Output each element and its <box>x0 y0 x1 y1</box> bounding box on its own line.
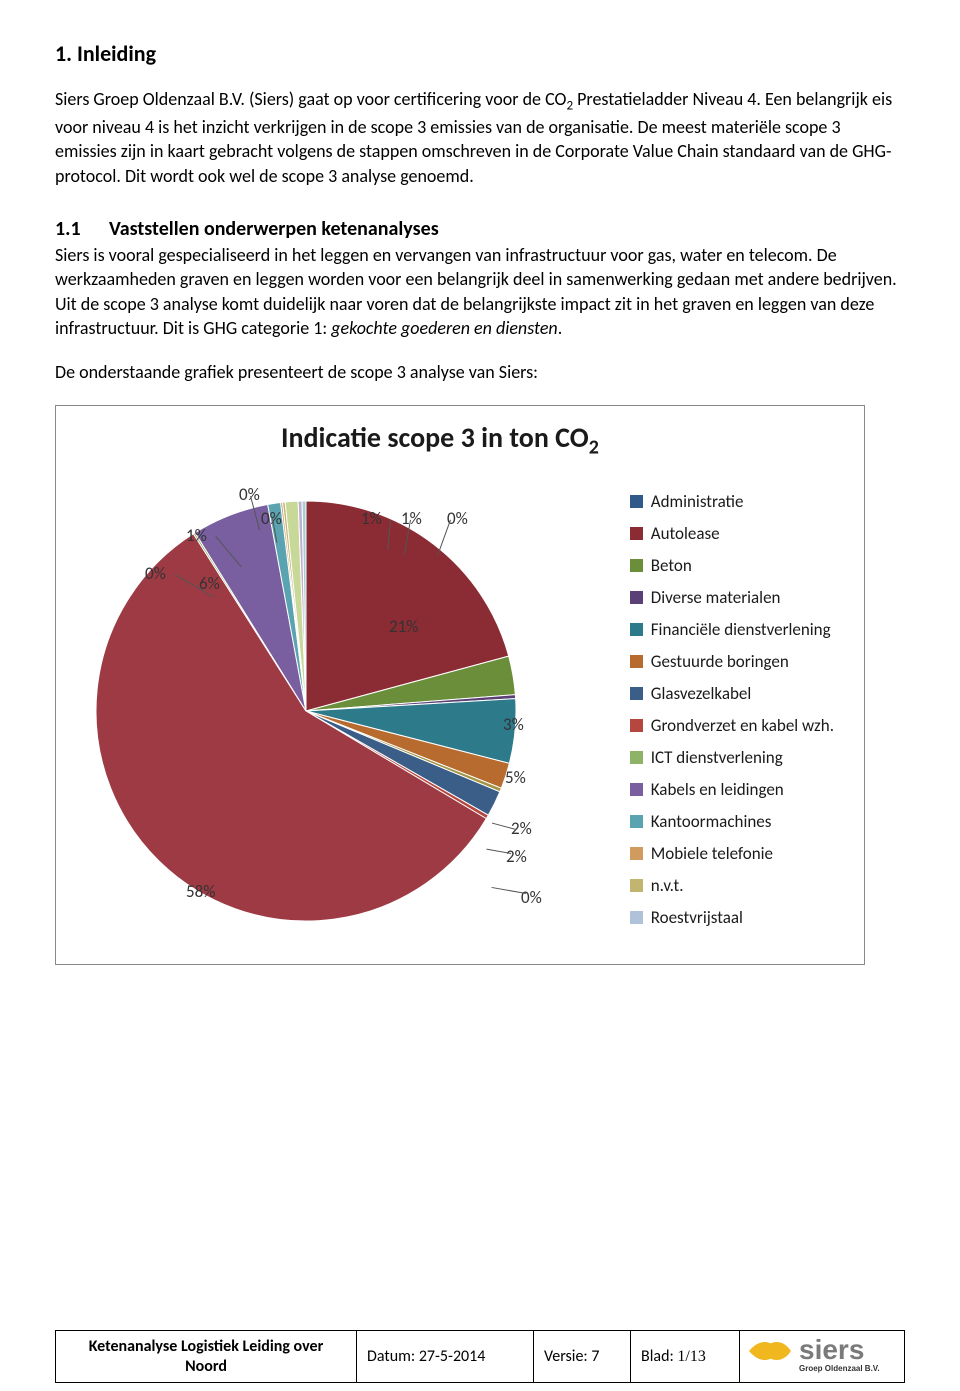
footer-version-label: Versie: <box>544 1347 591 1366</box>
chart-container: Indicatie scope 3 in ton CO2 Administrat… <box>55 405 865 965</box>
legend-item: Mobiele telefonie <box>630 843 834 864</box>
pie-callout: 2% <box>506 846 527 867</box>
legend-swatch <box>630 687 643 700</box>
siers-logo-sub: Groep Oldenzaal B.V. <box>799 1364 880 1373</box>
pie-callout: 1% <box>361 508 382 529</box>
legend-label: Diverse materialen <box>651 587 781 608</box>
legend-label: Kantoormachines <box>651 811 772 832</box>
legend-label: ICT dienstverlening <box>651 747 783 768</box>
p2-italic: gekochte goederen en diensten <box>331 317 557 339</box>
legend-item: Administratie <box>630 491 834 512</box>
pie-callout: 0% <box>521 887 542 908</box>
footer-version: Versie: 7 <box>533 1331 630 1383</box>
legend-label: Roestvrijstaal <box>651 907 743 928</box>
footer-date-label: Datum: <box>367 1347 419 1366</box>
chart-legend: Administratie Autolease Beton Diverse mater… <box>630 486 834 939</box>
legend-label: Mobiele telefonie <box>651 843 773 864</box>
pie-chart <box>91 496 521 931</box>
legend-item: Financiële dienstverlening <box>630 619 834 640</box>
footer-date-value: 27-5-2014 <box>419 1347 486 1366</box>
footer-page: Blad: 1/13 <box>631 1331 740 1383</box>
legend-item: Diverse materialen <box>630 587 834 608</box>
pie-callout: 58% <box>186 881 215 902</box>
pie-callout: 0% <box>239 484 260 505</box>
legend-swatch <box>630 751 643 764</box>
pie-callout: 0% <box>447 508 468 529</box>
pie-callout: 3% <box>503 714 524 735</box>
legend-swatch <box>630 719 643 732</box>
intro-paragraph: Siers Groep Oldenzaal B.V. (Siers) gaat … <box>55 87 905 188</box>
chart-intro-para: De onderstaande grafiek presenteert de s… <box>55 360 905 384</box>
legend-swatch <box>630 527 643 540</box>
legend-item: Roestvrijstaal <box>630 907 834 928</box>
legend-swatch <box>630 559 643 572</box>
legend-label: n.v.t. <box>651 875 684 896</box>
legend-label: Administratie <box>651 491 744 512</box>
footer-title-l2: Noord <box>185 1357 227 1376</box>
footer-doc-title: Ketenanalyse Logistiek Leiding over Noor… <box>56 1331 357 1383</box>
siers-logo: siersGroep Oldenzaal B.V. <box>747 1333 897 1380</box>
pie-callout: 1% <box>401 508 422 529</box>
legend-swatch <box>630 911 643 924</box>
pie-callout: 1% <box>186 525 207 546</box>
p1a: Siers Groep Oldenzaal B.V. (Siers) gaat … <box>55 88 566 110</box>
siers-logo-mark <box>749 1342 791 1360</box>
legend-item: Kantoormachines <box>630 811 834 832</box>
pie-callout: 0% <box>145 563 166 584</box>
legend-label: Autolease <box>651 523 720 544</box>
legend-label: Beton <box>651 555 692 576</box>
legend-label: Financiële dienstverlening <box>651 619 831 640</box>
footer-page-value: 1/13 <box>677 1348 705 1365</box>
legend-label: Kabels en leidingen <box>651 779 784 800</box>
heading-inleiding: 1. Inleiding <box>55 40 905 67</box>
section-1-1-para: Siers is vooral gespecialiseerd in het l… <box>55 243 905 340</box>
footer-date: Datum: 27-5-2014 <box>357 1331 534 1383</box>
section-title: Vaststellen onderwerpen ketenanalyses <box>109 217 439 241</box>
legend-item: n.v.t. <box>630 875 834 896</box>
legend-swatch <box>630 591 643 604</box>
siers-logo-text: siers <box>799 1334 864 1365</box>
legend-swatch <box>630 815 643 828</box>
legend-swatch <box>630 655 643 668</box>
footer-logo-cell: siersGroep Oldenzaal B.V. <box>740 1331 905 1383</box>
section-num: 1.1 <box>55 216 109 243</box>
p2b: . <box>558 317 563 339</box>
legend-swatch <box>630 847 643 860</box>
page-footer: Ketenanalyse Logistiek Leiding over Noor… <box>0 1330 960 1383</box>
section-1-1-heading: 1.1Vaststellen onderwerpen ketenanalyses <box>55 216 905 243</box>
legend-item: Beton <box>630 555 834 576</box>
legend-item: Grondverzet en kabel wzh. <box>630 715 834 736</box>
legend-item: Kabels en leidingen <box>630 779 834 800</box>
legend-item: Gestuurde boringen <box>630 651 834 672</box>
legend-label: Grondverzet en kabel wzh. <box>651 715 834 736</box>
legend-swatch <box>630 495 643 508</box>
legend-label: Gestuurde boringen <box>651 651 789 672</box>
footer-version-value: 7 <box>591 1347 599 1366</box>
footer-table: Ketenanalyse Logistiek Leiding over Noor… <box>55 1330 905 1383</box>
legend-label: Glasvezelkabel <box>651 683 752 704</box>
legend-swatch <box>630 783 643 796</box>
footer-page-label: Blad: <box>641 1347 677 1366</box>
legend-item: Autolease <box>630 523 834 544</box>
footer-title-l1: Ketenanalyse Logistiek Leiding over <box>89 1337 324 1356</box>
legend-swatch <box>630 879 643 892</box>
pie-callout: 21% <box>389 616 418 637</box>
legend-swatch <box>630 623 643 636</box>
legend-item: ICT dienstverlening <box>630 747 834 768</box>
pie-callout: 5% <box>505 767 526 788</box>
legend-item: Glasvezelkabel <box>630 683 834 704</box>
chart-title: Indicatie scope 3 in ton CO2 <box>281 420 599 460</box>
